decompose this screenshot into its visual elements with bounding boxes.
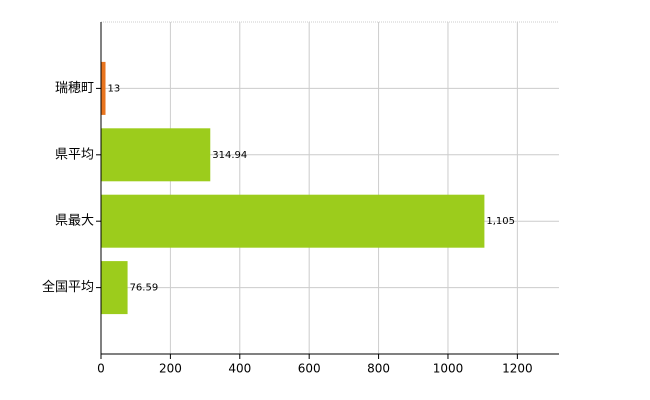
y-tick-label: 県平均 <box>55 147 94 162</box>
y-tick-label: 県最大 <box>55 214 94 229</box>
y-tick-label: 瑞穂町 <box>55 81 94 96</box>
value-label: 1,105 <box>486 216 515 227</box>
y-tick-label: 全国平均 <box>42 279 94 295</box>
bar <box>101 61 106 115</box>
x-tick-label: 1000 <box>433 362 464 376</box>
x-tick-label: 400 <box>228 362 251 376</box>
bar <box>101 261 128 315</box>
x-tick-label: 1200 <box>502 362 533 376</box>
bar <box>101 128 211 182</box>
value-label: 314.94 <box>212 150 247 161</box>
value-label: 13 <box>108 83 121 94</box>
x-tick-label: 800 <box>367 362 390 376</box>
x-tick-label: 200 <box>159 362 182 376</box>
x-tick-label: 0 <box>97 362 105 376</box>
value-label: 76.59 <box>130 283 159 294</box>
x-tick-label: 600 <box>298 362 321 376</box>
bar <box>101 194 485 248</box>
